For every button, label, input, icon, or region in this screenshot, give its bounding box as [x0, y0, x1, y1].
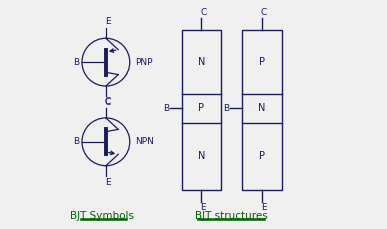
Text: BJT Symbols: BJT Symbols — [70, 211, 134, 221]
Text: E: E — [104, 17, 110, 26]
Text: C: C — [104, 98, 111, 107]
Text: PNP: PNP — [135, 58, 152, 67]
Text: BJT structures: BJT structures — [195, 211, 267, 221]
Bar — [182, 30, 221, 190]
Text: N: N — [198, 57, 205, 67]
Text: B: B — [73, 58, 79, 67]
Text: E: E — [200, 203, 206, 212]
Text: C: C — [260, 8, 267, 17]
Text: E: E — [104, 177, 110, 187]
Text: B: B — [223, 104, 229, 113]
Text: B: B — [73, 137, 79, 146]
Text: NPN: NPN — [135, 137, 154, 146]
Text: N: N — [198, 151, 205, 161]
Bar — [242, 30, 282, 190]
Text: N: N — [258, 103, 265, 113]
Text: C: C — [200, 8, 206, 17]
Text: B: B — [163, 104, 169, 113]
Text: P: P — [259, 151, 265, 161]
Text: P: P — [199, 103, 204, 113]
Text: E: E — [261, 203, 266, 212]
Text: C: C — [104, 97, 111, 106]
Text: P: P — [259, 57, 265, 67]
